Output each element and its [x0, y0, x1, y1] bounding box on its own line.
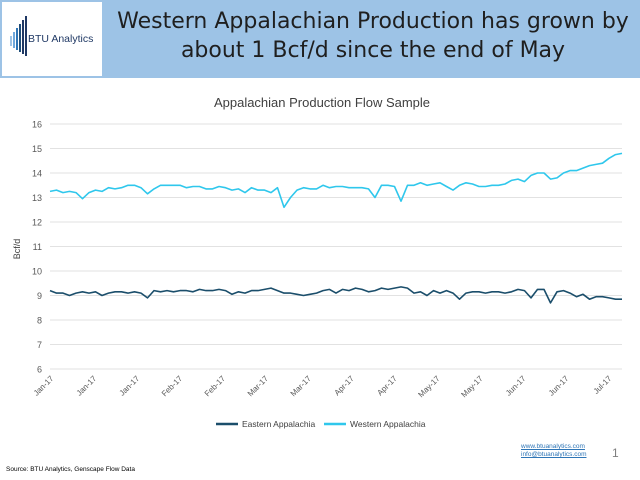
chart-title: Appalachian Production Flow Sample — [214, 95, 430, 110]
x-tick-label: Mar-17 — [246, 374, 271, 399]
y-tick-label: 15 — [32, 144, 42, 154]
y-tick-label: 7 — [37, 340, 42, 350]
btu-logo: BTU Analytics — [2, 2, 102, 76]
header-banner: BTU Analytics Western Appalachian Produc… — [0, 0, 640, 78]
x-tick-label: Feb-17 — [203, 374, 228, 399]
logo-text: BTU Analytics — [28, 33, 94, 45]
x-tick-label: Jun-17 — [504, 374, 528, 398]
y-tick-label: 6 — [37, 365, 42, 375]
slide-title-line2: about 1 Bcf/d since the end of May — [180, 38, 566, 63]
y-tick-label: 11 — [33, 242, 42, 252]
page-number: 1 — [612, 446, 619, 460]
logo-bars-icon — [10, 16, 27, 56]
x-tick-label: Jan-17 — [75, 374, 99, 398]
y-axis-label: Bcf/d — [12, 239, 22, 260]
x-tick-label: Jan-17 — [32, 374, 56, 398]
production-flow-chart: Appalachian Production Flow Sample Bcf/d… — [12, 95, 623, 429]
email-link[interactable]: info@btuanalytics.com — [521, 451, 587, 458]
x-tick-label: Jun-17 — [547, 374, 571, 398]
source-note: Source: BTU Analytics, Genscape Flow Dat… — [6, 466, 135, 473]
x-tick-label: May-17 — [416, 374, 442, 400]
x-tick-label: Apr-17 — [333, 374, 357, 398]
y-tick-label: 9 — [37, 291, 42, 301]
eastern-appalachia-legend-label: Eastern Appalachia — [242, 419, 316, 429]
series-lines — [49, 152, 623, 304]
x-tick-label: Feb-17 — [160, 374, 185, 399]
x-axis-ticks: Jan-17 Jan-17 Jan-17 Feb-17 Feb-17 Mar-17 Mar-… — [32, 374, 614, 400]
western-appalachia-line — [49, 152, 623, 209]
x-tick-label: Mar-17 — [289, 374, 314, 399]
y-axis-ticks: 6 7 8 9 10 11 12 13 14 15 16 — [32, 120, 42, 375]
gridlines — [50, 123, 622, 370]
eastern-appalachia-line — [49, 286, 622, 304]
y-tick-label: 14 — [32, 169, 42, 179]
y-tick-label: 16 — [32, 120, 42, 130]
y-tick-label: 13 — [32, 193, 42, 203]
y-tick-label: 8 — [37, 316, 42, 326]
website-link[interactable]: www.btuanalytics.com — [521, 443, 585, 450]
y-tick-label: 12 — [32, 218, 42, 228]
chart-legend: Eastern Appalachia Western Appalachia — [216, 419, 426, 429]
x-tick-label: May-17 — [459, 374, 485, 400]
slide-title-line1: Western Appalachian Production has grown… — [117, 9, 629, 34]
slide-title: Western Appalachian Production has grown… — [108, 7, 638, 65]
x-tick-label: Jul-17 — [592, 374, 614, 396]
y-tick-label: 10 — [32, 267, 42, 277]
x-tick-label: Apr-17 — [375, 374, 399, 398]
western-appalachia-legend-label: Western Appalachia — [350, 419, 426, 429]
x-tick-label: Jan-17 — [118, 374, 142, 398]
